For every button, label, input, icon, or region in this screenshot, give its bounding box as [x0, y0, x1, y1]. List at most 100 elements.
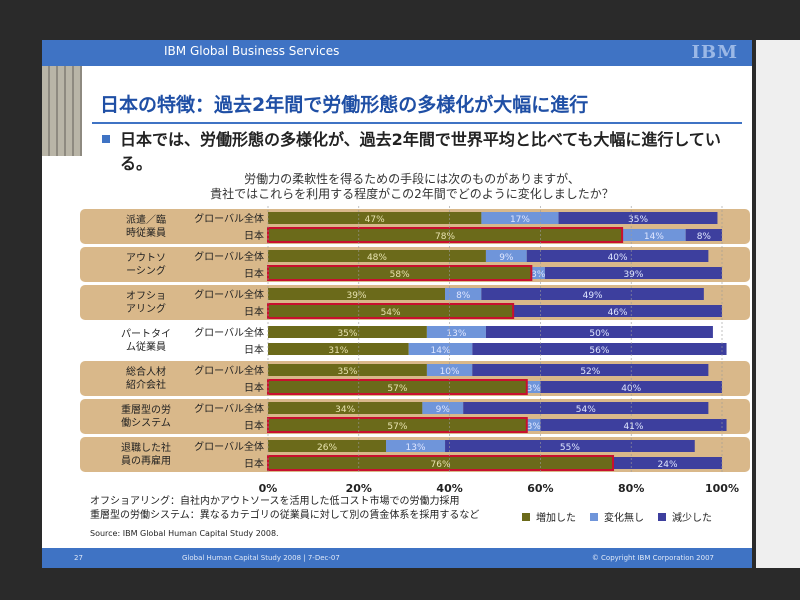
data-label: 3%: [531, 270, 546, 280]
bar-segment: [540, 419, 727, 431]
row-label: グローバル全体: [194, 212, 264, 225]
highlight-outline: [267, 265, 533, 281]
data-label: 40%: [608, 253, 628, 263]
legend-decrease-swatch: [658, 512, 666, 521]
data-label: 55%: [560, 443, 580, 453]
data-label: 52%: [580, 367, 600, 377]
data-label: 78%: [435, 232, 455, 242]
data-label: 57%: [387, 422, 407, 432]
bar-segment: [472, 364, 709, 376]
category-label: 時従業員: [126, 226, 166, 239]
row-label: 日本: [244, 381, 264, 394]
row-label: グローバル全体: [194, 288, 264, 301]
data-label: 47%: [365, 215, 385, 225]
data-label: 24%: [658, 460, 678, 470]
ibm-logo: IBM: [691, 42, 738, 63]
category-label: ム従業員: [126, 340, 166, 353]
legend-nochange-label: 変化無し: [604, 513, 644, 524]
presentation-slide: IBM Global Business Services IBM 日本の特徴：過…: [42, 40, 752, 568]
data-label: 8%: [456, 291, 471, 301]
data-label: 49%: [583, 291, 603, 301]
data-label: 46%: [608, 308, 628, 318]
data-label: 56%: [589, 346, 609, 356]
bar-segment: [445, 440, 695, 452]
footnotes: オフショアリング：自社内かアウトソースを活用した低コスト市場での労働力採用 重層…: [90, 495, 479, 523]
data-label: 14%: [431, 346, 451, 356]
bar-segment: [268, 364, 427, 376]
bar-segment: [268, 250, 486, 262]
category-label: 紹介会社: [126, 378, 166, 391]
legend: 増加した 変化無し 減少した: [522, 509, 712, 524]
slide-title: 日本の特徴：過去2年間で労働形態の多様化が大幅に進行: [100, 94, 589, 116]
data-label: 54%: [576, 405, 596, 415]
data-label: 58%: [390, 270, 410, 280]
data-label: 57%: [387, 384, 407, 394]
bar-segment: [268, 229, 623, 241]
bar-segment: [426, 326, 486, 338]
category-label: オフショ: [126, 290, 166, 302]
category-label: 重層型の労: [121, 403, 171, 416]
legend-nochange-swatch: [590, 512, 598, 521]
bar-segment: [472, 343, 727, 355]
adjacent-slide: [756, 40, 800, 568]
category-label: 員の再雇用: [121, 454, 171, 467]
category-label: 総合人材: [126, 365, 166, 378]
data-label: 14%: [644, 232, 664, 242]
row-label: 日本: [244, 419, 264, 432]
data-label: 35%: [628, 215, 648, 225]
data-label: 76%: [431, 460, 451, 470]
footnote-multitier: 重層型の労働システム：異なるカテゴリの従業員に対して別の賃金体系を採用するなど: [90, 510, 480, 521]
data-label: 3%: [527, 422, 542, 432]
question-line-2: 貴社ではこれらを利用する程度がこの2年間でどのように変化しましたか？: [210, 187, 614, 201]
bar-segment: [268, 326, 427, 338]
bar-segment: [685, 229, 722, 241]
data-label: 17%: [510, 215, 530, 225]
legend-increase: 増加した: [522, 509, 576, 524]
building-photo: [42, 66, 82, 156]
data-label: 26%: [317, 443, 337, 453]
bar-segment: [408, 343, 473, 355]
bar-segment: [481, 212, 559, 224]
footer-band: 27 Global Human Capital Study 2008 | 7-D…: [42, 548, 752, 568]
data-label: 31%: [328, 346, 348, 356]
x-tick-label: 20%: [346, 482, 372, 495]
question-line-1: 労働力の柔軟性を得るための手段には次のものがありますが、: [244, 172, 580, 186]
footer-study: Global Human Capital Study 2008 | 7-Dec-…: [182, 554, 340, 562]
header-band: IBM Global Business Services IBM: [42, 40, 752, 66]
category-label: 退職した社: [121, 441, 171, 454]
data-label: 39%: [623, 270, 643, 280]
bar-segment: [268, 288, 446, 300]
data-label: 39%: [347, 291, 367, 301]
bar-segment: [526, 250, 709, 262]
category-label: アリング: [126, 302, 166, 315]
bar-segment: [526, 381, 541, 393]
bar-segment: [268, 381, 527, 393]
legend-nochange: 変化無し: [590, 509, 644, 524]
data-label: 41%: [623, 422, 643, 432]
data-label: 35%: [337, 329, 357, 339]
row-label: グローバル全体: [194, 440, 264, 453]
bar-segment: [513, 305, 722, 317]
bar-segment: [485, 326, 713, 338]
row-label: 日本: [244, 343, 264, 356]
data-label: 35%: [337, 367, 357, 377]
survey-question: 労働力の柔軟性を得るための手段には次のものがありますが、 貴社ではこれらを利用す…: [162, 172, 662, 202]
x-tick-label: 100%: [705, 482, 739, 495]
bar-segment: [445, 288, 482, 300]
row-label: 日本: [244, 305, 264, 318]
page-number: 27: [74, 554, 83, 562]
legend-increase-label: 増加した: [536, 513, 576, 524]
row-label: 日本: [244, 229, 264, 242]
data-label: 48%: [367, 253, 387, 263]
category-label: パートタイ: [121, 328, 171, 340]
bar-segment: [485, 250, 527, 262]
bullet-icon: [102, 135, 110, 143]
data-label: 50%: [589, 329, 609, 339]
bar-segment: [386, 440, 446, 452]
category-label: アウトソ: [126, 252, 166, 264]
header-company: IBM Global Business Services: [164, 44, 340, 58]
bar-segment: [526, 419, 541, 431]
bar-segment: [268, 457, 614, 469]
bar-segment: [481, 288, 704, 300]
